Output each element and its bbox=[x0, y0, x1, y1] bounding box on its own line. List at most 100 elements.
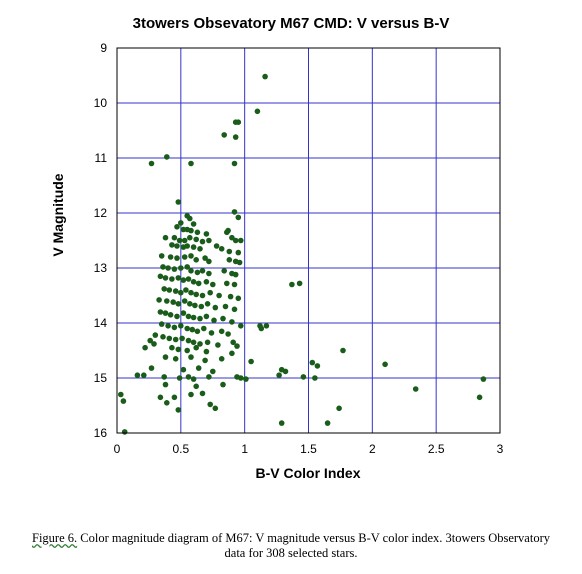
data-point bbox=[171, 266, 178, 272]
data-point bbox=[188, 391, 194, 398]
data-point bbox=[314, 363, 321, 369]
data-point bbox=[181, 237, 188, 244]
data-point bbox=[231, 160, 238, 167]
data-point bbox=[206, 270, 212, 277]
data-point bbox=[162, 381, 169, 388]
data-point bbox=[289, 281, 295, 288]
data-point bbox=[160, 334, 166, 340]
data-point bbox=[157, 394, 164, 401]
data-point bbox=[238, 375, 244, 381]
x-tick-label: 1 bbox=[241, 442, 248, 456]
data-point bbox=[190, 244, 197, 250]
data-point bbox=[199, 292, 206, 299]
data-points bbox=[118, 73, 487, 435]
data-point bbox=[190, 279, 197, 285]
data-point bbox=[229, 319, 235, 325]
data-point bbox=[184, 264, 190, 270]
data-point bbox=[157, 309, 164, 315]
data-point bbox=[180, 366, 187, 373]
data-point bbox=[188, 268, 194, 274]
data-point bbox=[230, 339, 236, 346]
caption-text-line2: data for 308 selected stars. bbox=[224, 546, 358, 560]
caption-text: Color magnitude diagram of M67: V magnit… bbox=[77, 531, 550, 545]
data-point bbox=[211, 317, 217, 324]
data-point bbox=[201, 325, 207, 332]
y-tick-label: 13 bbox=[94, 261, 108, 275]
grid-lines bbox=[117, 48, 500, 433]
data-point bbox=[190, 221, 197, 227]
x-tick-label: 2.5 bbox=[428, 442, 445, 456]
data-point bbox=[296, 280, 303, 287]
data-point bbox=[165, 265, 171, 271]
data-point bbox=[235, 249, 242, 256]
data-point bbox=[179, 335, 185, 342]
y-tick-label: 14 bbox=[94, 316, 108, 330]
data-point bbox=[382, 361, 388, 368]
data-point bbox=[121, 429, 128, 435]
x-tick-label: 0 bbox=[114, 442, 121, 456]
data-point bbox=[212, 405, 219, 412]
data-point bbox=[158, 253, 165, 259]
x-tick-label: 3 bbox=[497, 442, 504, 456]
data-point bbox=[210, 281, 216, 288]
data-point bbox=[161, 286, 167, 292]
data-point bbox=[184, 325, 190, 332]
data-point bbox=[174, 243, 180, 249]
data-point bbox=[236, 259, 243, 266]
data-point bbox=[238, 237, 244, 244]
data-point bbox=[203, 348, 210, 355]
data-point bbox=[216, 292, 222, 299]
data-point bbox=[203, 279, 210, 285]
data-point bbox=[225, 331, 231, 337]
plot-frame bbox=[116, 47, 501, 434]
data-point bbox=[175, 275, 182, 281]
data-point bbox=[213, 243, 220, 249]
data-point bbox=[174, 255, 180, 261]
data-point bbox=[189, 326, 196, 333]
data-point bbox=[190, 314, 197, 321]
data-point bbox=[224, 280, 230, 287]
data-point bbox=[167, 254, 174, 260]
data-point bbox=[309, 359, 316, 366]
data-point bbox=[235, 119, 242, 125]
data-point bbox=[221, 132, 227, 138]
data-point bbox=[172, 336, 179, 343]
data-point bbox=[188, 289, 194, 296]
data-point bbox=[176, 237, 183, 244]
data-point bbox=[220, 315, 226, 322]
data-point bbox=[218, 356, 225, 362]
data-point bbox=[276, 372, 282, 379]
data-point bbox=[221, 268, 227, 274]
data-point bbox=[178, 323, 184, 329]
data-point bbox=[160, 264, 166, 270]
data-point bbox=[193, 291, 199, 298]
data-point bbox=[175, 407, 182, 413]
data-point bbox=[175, 199, 182, 205]
data-point bbox=[198, 303, 205, 310]
data-point bbox=[480, 376, 487, 382]
data-point bbox=[187, 215, 193, 222]
data-point bbox=[203, 313, 210, 320]
data-point bbox=[193, 236, 199, 243]
caption-figure-number: Figure 6. bbox=[32, 531, 78, 545]
data-point bbox=[162, 275, 169, 281]
data-point bbox=[248, 358, 254, 365]
data-point bbox=[158, 321, 165, 327]
data-point bbox=[231, 306, 238, 313]
y-tick-label: 11 bbox=[95, 151, 108, 165]
data-point bbox=[164, 154, 170, 160]
data-point bbox=[202, 357, 208, 364]
data-point bbox=[300, 374, 307, 380]
data-point bbox=[157, 273, 164, 280]
data-point bbox=[197, 246, 203, 252]
data-point bbox=[165, 323, 171, 329]
data-point bbox=[190, 339, 197, 346]
data-point bbox=[222, 303, 229, 310]
data-point bbox=[206, 237, 212, 244]
data-point bbox=[194, 269, 201, 276]
data-point bbox=[195, 365, 202, 371]
data-point bbox=[156, 297, 162, 303]
data-point bbox=[180, 277, 187, 283]
data-point bbox=[181, 254, 188, 260]
